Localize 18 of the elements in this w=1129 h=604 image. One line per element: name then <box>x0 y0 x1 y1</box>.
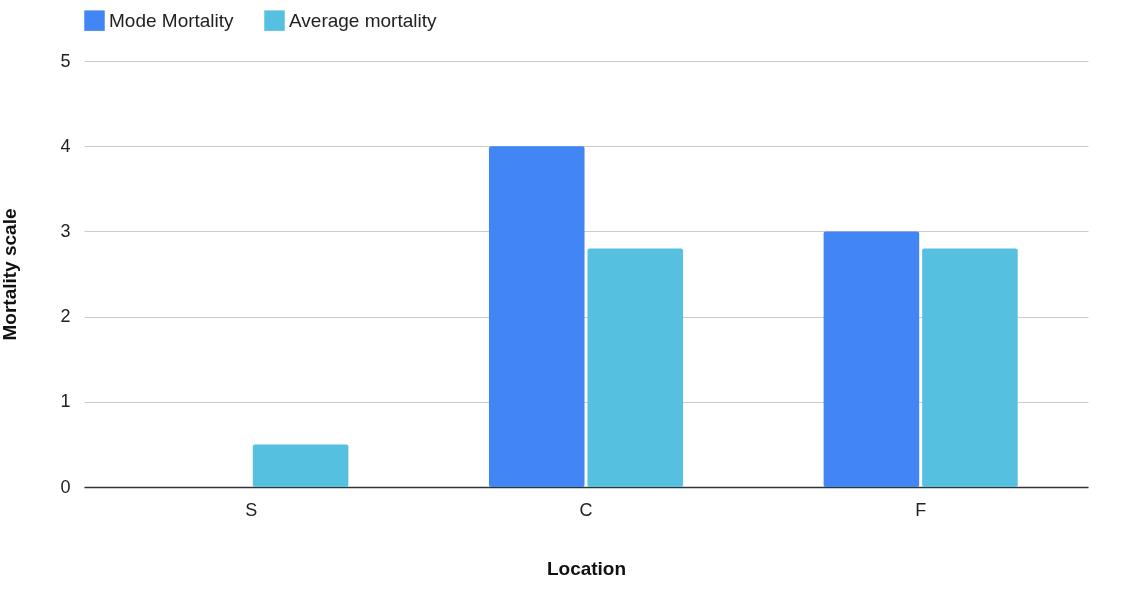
bar <box>922 248 1018 487</box>
y-tick-label: 4 <box>60 135 71 156</box>
y-tick-label: 2 <box>60 306 71 327</box>
bar <box>252 444 349 487</box>
y-tick-label: 3 <box>60 220 71 241</box>
legend-label: Average mortality <box>289 9 437 31</box>
x-axis-title: Location <box>546 557 627 579</box>
y-tick-label: 0 <box>60 476 71 497</box>
legend-label: Mode Mortality <box>109 9 235 31</box>
y-tick-label: 5 <box>60 50 71 71</box>
y-tick-label: 1 <box>60 391 71 412</box>
x-tick-label: S <box>245 499 258 520</box>
x-tick-label: C <box>579 499 593 520</box>
y-axis-title: Mortality scale <box>0 208 21 341</box>
bar <box>488 146 585 487</box>
bar <box>823 231 920 487</box>
bar <box>587 248 684 487</box>
x-tick-label: F <box>915 499 927 520</box>
